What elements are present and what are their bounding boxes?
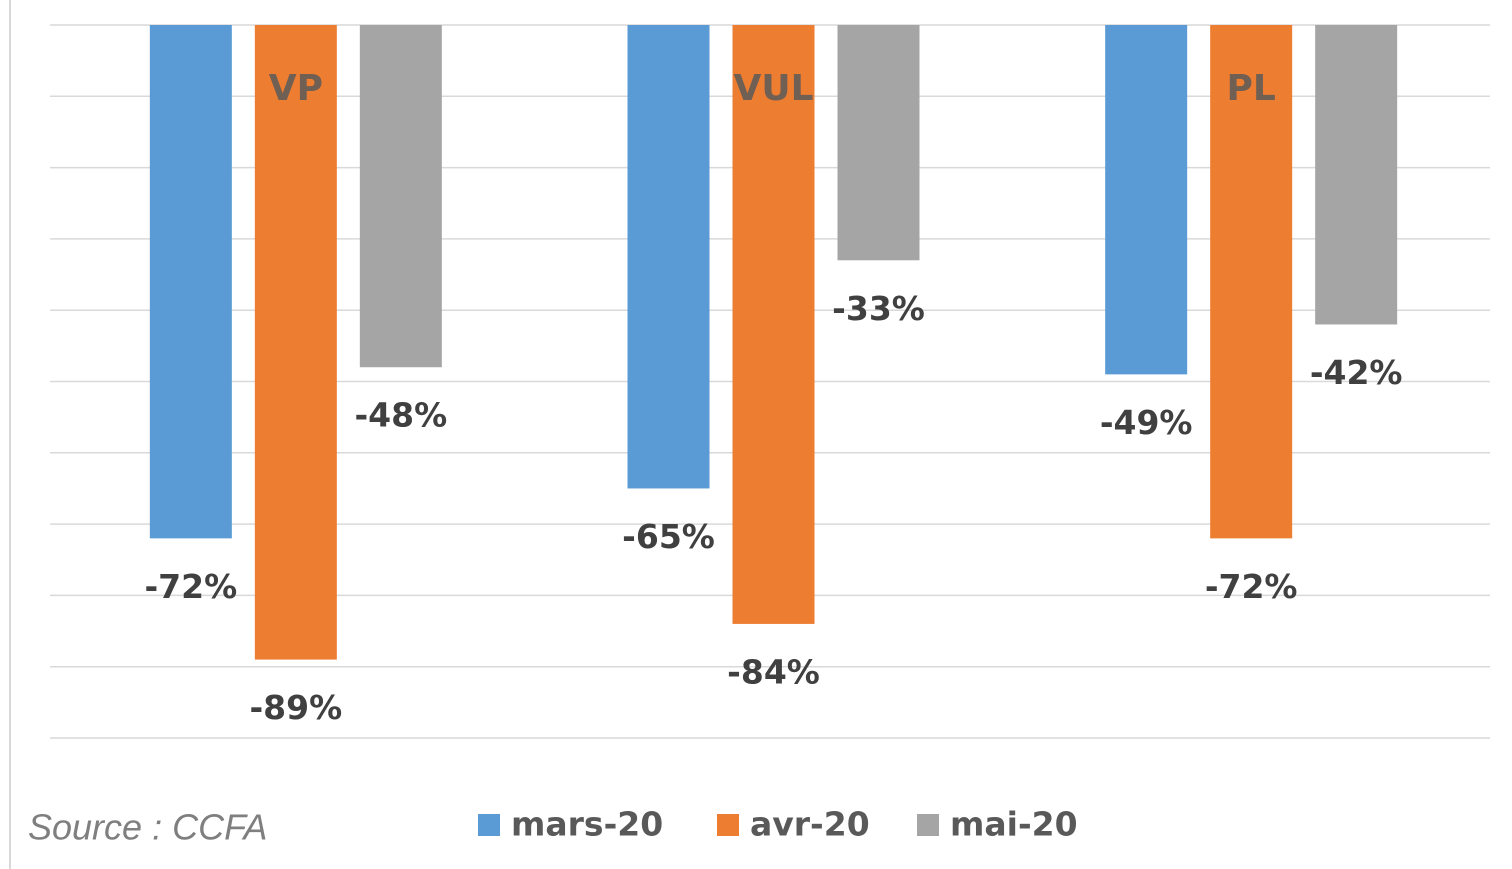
legend-swatch — [917, 814, 939, 836]
bar — [1105, 25, 1188, 375]
data-label: -72% — [1205, 567, 1298, 606]
legend-label: mars-20 — [511, 805, 663, 844]
bar — [627, 25, 710, 489]
bar — [359, 25, 442, 368]
legend-swatch — [717, 814, 739, 836]
source: Source : CCFA — [28, 807, 267, 848]
bar — [1315, 25, 1398, 325]
legend-label: mai-20 — [950, 805, 1078, 844]
category-label: PL — [1227, 68, 1276, 109]
bar — [254, 25, 337, 660]
bar — [837, 25, 920, 261]
bar — [1210, 25, 1293, 539]
data-label: -89% — [249, 688, 342, 727]
data-label: -49% — [1100, 403, 1193, 442]
category-label: VP — [269, 68, 323, 109]
data-label: -33% — [832, 289, 925, 328]
data-label: -48% — [354, 396, 447, 435]
bar — [732, 25, 815, 624]
bar — [149, 25, 232, 539]
legend-label: avr-20 — [750, 805, 870, 844]
data-label: -42% — [1310, 353, 1403, 392]
data-label: -65% — [622, 517, 715, 556]
legend-swatch — [478, 814, 500, 836]
data-label: -84% — [727, 652, 820, 691]
category-label: VUL — [733, 68, 813, 109]
data-label: -72% — [144, 567, 237, 606]
